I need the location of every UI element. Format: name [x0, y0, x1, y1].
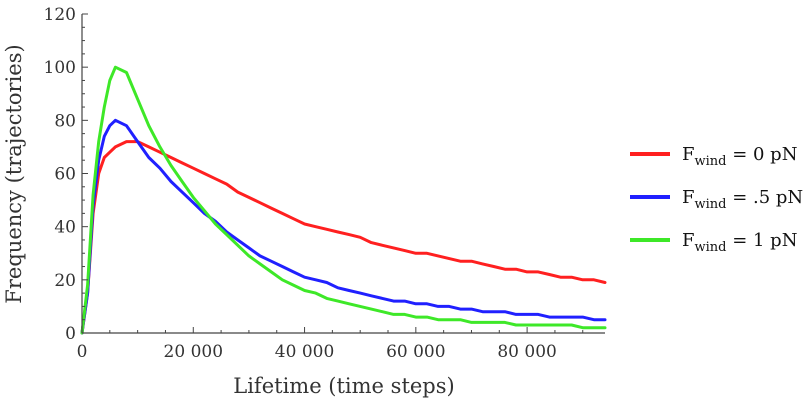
y-tick-label: 0: [65, 324, 76, 344]
y-tick-label: 120: [44, 5, 76, 25]
series-line-2: [80, 65, 607, 335]
legend-label-2: Fwind = 1 pN: [682, 230, 797, 255]
y-tick-label: 40: [54, 218, 76, 238]
x-tick-label: 40 000: [275, 342, 334, 362]
y-tick-label: 20: [54, 271, 76, 291]
y-tick-label: 100: [44, 58, 76, 78]
ticks: 0 20 000 40 000 60 000 80 000 0 20 40 60 80 100 120: [44, 5, 584, 362]
x-tick-label: 60 000: [386, 342, 445, 362]
axes: [81, 14, 605, 334]
y-tick-label: 80: [54, 111, 76, 131]
plot-lines: [80, 65, 607, 335]
legend: Fwind = 0 pN Fwind = .5 pN Fwind = 1 pN: [630, 144, 803, 255]
legend-label-1: Fwind = .5 pN: [682, 187, 803, 212]
legend-label-0: Fwind = 0 pN: [682, 144, 797, 169]
x-tick-label: 0: [77, 342, 88, 362]
x-axis-title: Lifetime (time steps): [233, 374, 454, 398]
y-axis-title: Frequency (trajectories): [2, 44, 26, 303]
series-line-1: [80, 118, 607, 335]
x-tick-label: 80 000: [497, 342, 556, 362]
series-line-0: [80, 140, 607, 335]
x-tick-label: 20 000: [164, 342, 223, 362]
y-tick-label: 60: [54, 165, 76, 185]
